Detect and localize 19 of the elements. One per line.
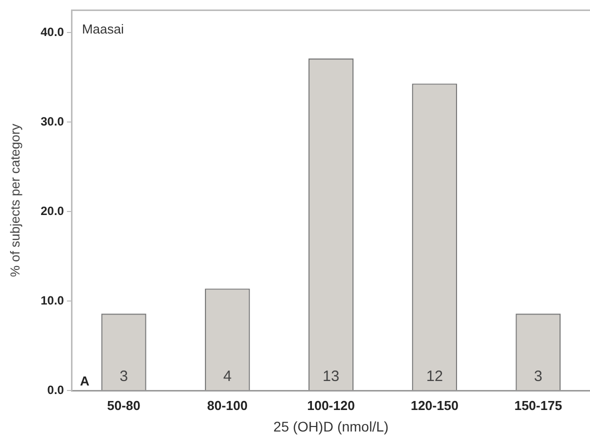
annotation: Maasai (82, 21, 124, 36)
x-tick-label: 120-150 (410, 398, 458, 413)
y-tick-label: 0.0 (47, 382, 64, 397)
annotation: 13 (322, 368, 340, 386)
x-tick-label: 80-100 (207, 398, 248, 413)
x-tick-label: 100-120 (307, 398, 355, 413)
annotation: 12 (426, 368, 443, 386)
annotation: 3 (534, 368, 542, 386)
y-axis-title: % of subjects per category (7, 123, 22, 277)
y-tick-label: 20.0 (40, 204, 64, 218)
annotation: 3 (120, 368, 128, 386)
x-axis-title: 25 (OH)D (nmol/L) (273, 418, 389, 434)
y-tick-label: 40.0 (40, 24, 64, 39)
x-tick-label: 50-80 (107, 398, 140, 413)
annotation: A (80, 374, 90, 389)
annotation: 4 (223, 368, 232, 386)
y-tick-label: 10.0 (40, 293, 64, 308)
y-tick-label: 30.0 (40, 114, 64, 128)
x-tick-label: 150-175 (514, 398, 562, 413)
